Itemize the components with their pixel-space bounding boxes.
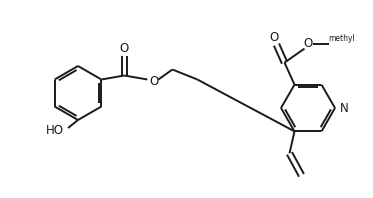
Text: O: O [120, 42, 129, 55]
Text: O: O [270, 31, 279, 44]
Text: methyl: methyl [328, 34, 355, 43]
Text: HO: HO [46, 124, 64, 136]
Text: O: O [150, 75, 159, 88]
Text: O: O [304, 37, 313, 50]
Text: N: N [340, 102, 348, 114]
